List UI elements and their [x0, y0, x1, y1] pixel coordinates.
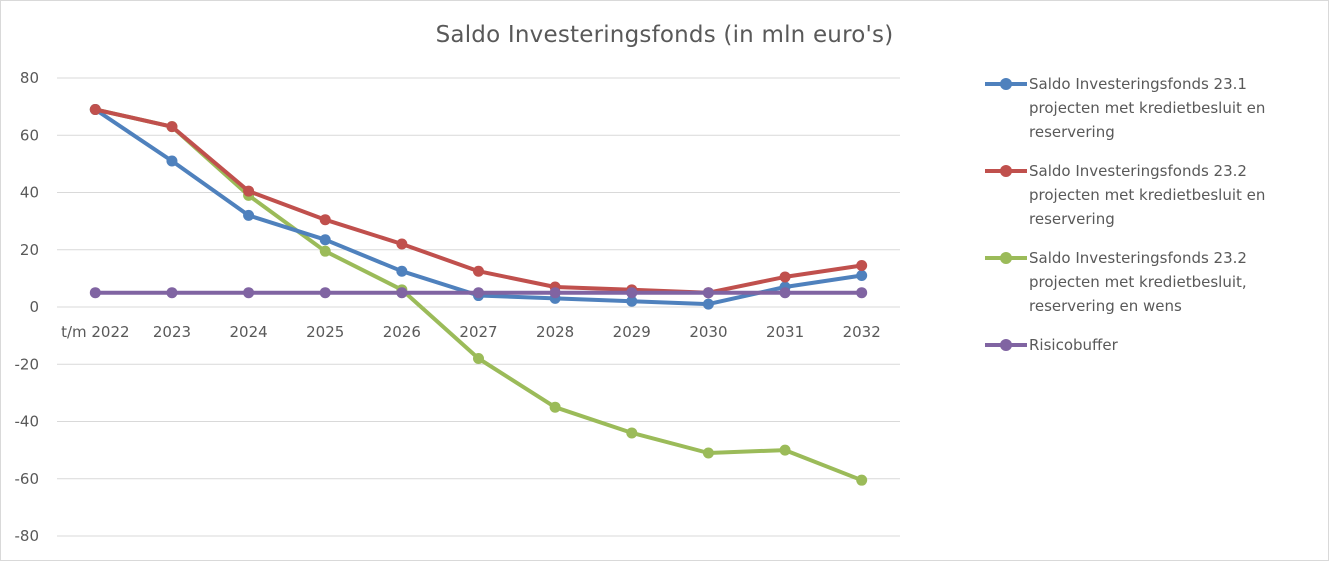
data-point[interactable] — [549, 287, 561, 299]
data-point[interactable] — [319, 234, 331, 246]
data-point[interactable] — [396, 265, 408, 277]
chart-legend: Saldo Investeringsfonds 23.1 projecten m… — [985, 72, 1315, 372]
data-point[interactable] — [319, 245, 331, 257]
legend-dot — [1000, 339, 1012, 351]
y-tick-label: -20 — [15, 355, 40, 373]
legend-label-line: reservering en wens — [1029, 297, 1182, 315]
x-tick-label: 2029 — [613, 323, 651, 341]
data-point[interactable] — [473, 265, 484, 277]
legend-label-line: reservering — [1029, 210, 1115, 228]
x-tick-label: 2024 — [229, 323, 267, 341]
data-point[interactable] — [473, 353, 484, 365]
legend-dot — [1000, 252, 1012, 264]
y-tick-label: 40 — [20, 184, 39, 202]
y-tick-label: 60 — [20, 126, 39, 144]
series-2 — [89, 103, 868, 299]
x-tick-label: 2030 — [689, 323, 727, 341]
data-series — [89, 103, 868, 486]
legend-marker-icon — [985, 339, 1027, 351]
data-point[interactable] — [549, 401, 561, 413]
y-tick-label: -60 — [15, 470, 40, 488]
data-point[interactable] — [702, 447, 714, 459]
legend-marker-icon — [985, 78, 1027, 90]
x-tick-label: 2027 — [459, 323, 497, 341]
data-point[interactable] — [626, 295, 638, 307]
data-point[interactable] — [166, 155, 178, 167]
x-tick-label: t/m 2022 — [61, 323, 130, 341]
data-point[interactable] — [396, 238, 408, 250]
data-point[interactable] — [626, 427, 638, 439]
data-point[interactable] — [702, 298, 714, 310]
data-point[interactable] — [626, 287, 638, 299]
x-axis-ticks: t/m 2022 2023 2024 2025 2026 2027 2028 2029 2030… — [61, 323, 881, 341]
y-tick-label: 80 — [20, 69, 39, 87]
legend-label-line: Saldo Investeringsfonds 23.2 — [1029, 162, 1247, 180]
legend-item-series-3[interactable]: Saldo Investeringsfonds 23.2 projecten m… — [985, 246, 1315, 318]
data-point[interactable] — [473, 287, 484, 299]
legend-label-line: Risicobuffer — [1029, 336, 1118, 354]
y-tick-label: -80 — [15, 527, 40, 545]
legend-marker-icon — [985, 252, 1027, 264]
gridlines — [57, 77, 900, 537]
data-point[interactable] — [243, 209, 255, 221]
y-axis-ticks: 80 60 40 20 0 -20 -40 -60 -80 — [15, 69, 40, 545]
legend-dot — [1000, 78, 1012, 90]
legend-label-line: reservering — [1029, 123, 1115, 141]
data-point[interactable] — [779, 271, 791, 283]
series-4 — [89, 287, 868, 299]
legend-marker-icon — [985, 165, 1027, 177]
y-tick-label: -40 — [15, 413, 40, 431]
data-point[interactable] — [779, 287, 791, 299]
data-point[interactable] — [243, 185, 255, 197]
x-tick-label: 2026 — [383, 323, 421, 341]
chart-title: Saldo Investeringsfonds (in mln euro's) — [435, 22, 894, 48]
data-point[interactable] — [779, 444, 791, 456]
legend-label-line: projecten met kredietbesluit, — [1029, 273, 1247, 291]
legend-item-series-2[interactable]: Saldo Investeringsfonds 23.2 projecten m… — [985, 159, 1315, 231]
legend-dot — [1000, 165, 1012, 177]
legend-label-line: projecten met kredietbesluit en — [1029, 186, 1266, 204]
data-point[interactable] — [396, 287, 408, 299]
legend-item-series-4[interactable]: Risicobuffer — [985, 333, 1315, 357]
data-point[interactable] — [89, 103, 101, 115]
legend-label-line: Saldo Investeringsfonds 23.2 — [1029, 249, 1247, 267]
legend-item-series-1[interactable]: Saldo Investeringsfonds 23.1 projecten m… — [985, 72, 1315, 144]
y-tick-label: 20 — [20, 241, 39, 259]
x-tick-label: 2025 — [306, 323, 344, 341]
data-point[interactable] — [319, 287, 331, 299]
data-point[interactable] — [166, 121, 178, 133]
series-line — [93, 107, 864, 295]
data-point[interactable] — [89, 287, 101, 299]
data-point[interactable] — [319, 214, 331, 226]
data-point[interactable] — [856, 287, 868, 299]
data-point[interactable] — [856, 474, 868, 486]
x-tick-label: 2032 — [843, 323, 881, 341]
x-tick-label: 2028 — [536, 323, 574, 341]
data-point[interactable] — [856, 259, 868, 271]
legend-label-line: Saldo Investeringsfonds 23.1 — [1029, 75, 1247, 93]
data-point[interactable] — [702, 287, 714, 299]
data-point[interactable] — [243, 287, 255, 299]
data-point[interactable] — [856, 270, 868, 282]
data-point[interactable] — [166, 287, 178, 299]
x-tick-label: 2023 — [153, 323, 191, 341]
legend-label-line: projecten met kredietbesluit en — [1029, 99, 1266, 117]
x-tick-label: 2031 — [766, 323, 804, 341]
y-tick-label: 0 — [29, 298, 39, 316]
